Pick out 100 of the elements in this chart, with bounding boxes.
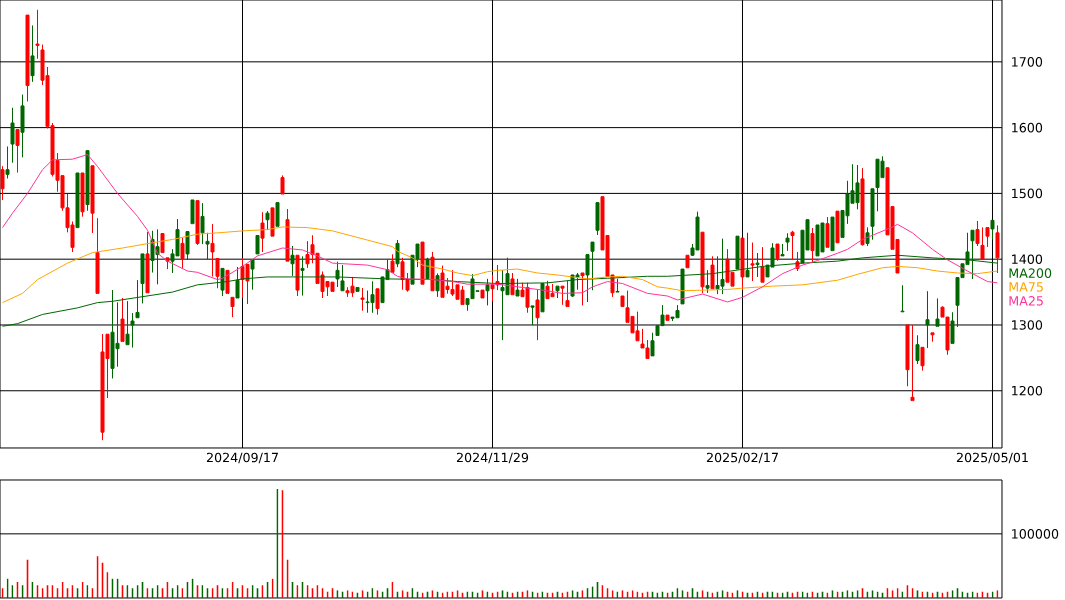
candlestick bbox=[750, 242, 755, 282]
candlestick bbox=[530, 305, 535, 326]
candlestick bbox=[265, 210, 270, 231]
candlestick bbox=[375, 288, 380, 315]
candlestick bbox=[180, 237, 185, 269]
y-tick-label: 100000 bbox=[1012, 529, 1059, 539]
candlestick bbox=[225, 269, 230, 294]
candlestick bbox=[930, 332, 935, 342]
candlestick bbox=[665, 314, 670, 321]
series-label: MA25 bbox=[1009, 296, 1043, 306]
candlestick bbox=[160, 233, 165, 254]
candlestick bbox=[10, 107, 15, 163]
candlestick bbox=[295, 254, 300, 297]
candlestick bbox=[235, 266, 240, 299]
candlestick bbox=[860, 167, 865, 246]
candlestick bbox=[0, 165, 5, 201]
candlestick bbox=[490, 274, 495, 302]
line-series bbox=[2, 154, 998, 303]
candlestick bbox=[420, 241, 425, 285]
candlestick bbox=[810, 227, 815, 263]
candlestick bbox=[270, 207, 275, 237]
candlestick bbox=[555, 285, 560, 299]
candlestick bbox=[830, 216, 835, 252]
candlestick bbox=[900, 285, 905, 313]
candlestick bbox=[540, 283, 545, 313]
candlestick bbox=[215, 258, 220, 289]
candlestick bbox=[985, 227, 990, 248]
candlestick bbox=[950, 311, 955, 344]
candlestick bbox=[260, 211, 265, 253]
candlestick bbox=[990, 219, 995, 240]
candlestick bbox=[560, 285, 565, 306]
candlestick bbox=[685, 254, 690, 269]
candlestick bbox=[780, 243, 785, 257]
candlestick bbox=[205, 232, 210, 260]
candlestick bbox=[190, 199, 195, 225]
x-tick-label: 2024/11/29 bbox=[456, 452, 529, 464]
series-label: MA200 bbox=[1009, 268, 1052, 278]
candlestick bbox=[145, 231, 150, 294]
candlestick bbox=[620, 295, 625, 308]
candlestick bbox=[995, 225, 1000, 274]
candlestick bbox=[120, 297, 125, 342]
candlestick bbox=[95, 217, 100, 294]
candlestick bbox=[485, 278, 490, 306]
candlestick bbox=[90, 165, 95, 234]
y-tick-label: 1400 bbox=[1012, 254, 1043, 264]
candlestick bbox=[340, 264, 345, 292]
candlestick bbox=[25, 14, 30, 102]
y-tick-label: 1200 bbox=[1012, 385, 1043, 396]
candlestick bbox=[925, 290, 930, 349]
candlestick bbox=[905, 324, 910, 387]
candlestick bbox=[705, 269, 710, 294]
candlestick bbox=[210, 223, 215, 277]
y-tick-label: 1700 bbox=[1012, 57, 1043, 67]
candlestick bbox=[285, 208, 290, 262]
candlestick bbox=[35, 9, 40, 60]
candlestick bbox=[255, 235, 260, 255]
candlestick bbox=[650, 332, 655, 357]
candlestick bbox=[75, 172, 80, 229]
candlestick bbox=[360, 287, 365, 311]
x-tick-label: 2024/09/17 bbox=[206, 452, 278, 464]
candlestick bbox=[395, 239, 400, 268]
candlestick bbox=[775, 243, 780, 261]
candlestick bbox=[15, 129, 20, 173]
candlestick bbox=[275, 202, 280, 227]
candlestick bbox=[935, 298, 940, 327]
candlestick bbox=[200, 202, 205, 245]
candlestick bbox=[975, 220, 980, 247]
candlestick bbox=[980, 227, 985, 260]
candlestick bbox=[30, 25, 35, 83]
candlestick bbox=[250, 259, 255, 290]
candlestick bbox=[595, 202, 600, 236]
candlestick bbox=[790, 230, 795, 261]
candlestick bbox=[85, 150, 90, 211]
candlestick bbox=[710, 256, 715, 290]
candlestick bbox=[565, 280, 570, 308]
candlestick bbox=[280, 175, 285, 195]
candlestick bbox=[835, 210, 840, 244]
candlestick bbox=[195, 200, 200, 246]
candlestick bbox=[700, 231, 705, 294]
candlestick bbox=[335, 261, 340, 288]
candlestick bbox=[135, 279, 140, 319]
x-tick-label: 2025/05/01 bbox=[956, 452, 1028, 464]
candlestick bbox=[80, 172, 85, 217]
y-tick-label: 1500 bbox=[1012, 188, 1043, 199]
line-series bbox=[2, 226, 998, 304]
candlestick bbox=[585, 254, 590, 303]
series-label: MA75 bbox=[1009, 282, 1043, 292]
x-tick-label: 2025/02/17 bbox=[706, 452, 778, 464]
candlestick bbox=[535, 289, 540, 341]
candlestick bbox=[130, 312, 135, 348]
candlestick bbox=[870, 188, 875, 240]
candlestick bbox=[740, 237, 745, 291]
candlestick bbox=[20, 94, 25, 158]
candlestick bbox=[355, 286, 360, 292]
candlestick bbox=[580, 272, 585, 306]
candlestick bbox=[230, 296, 235, 318]
candlestick bbox=[390, 254, 395, 273]
candlestick bbox=[220, 267, 225, 297]
candlestick bbox=[515, 278, 520, 297]
candlestick bbox=[680, 268, 685, 305]
